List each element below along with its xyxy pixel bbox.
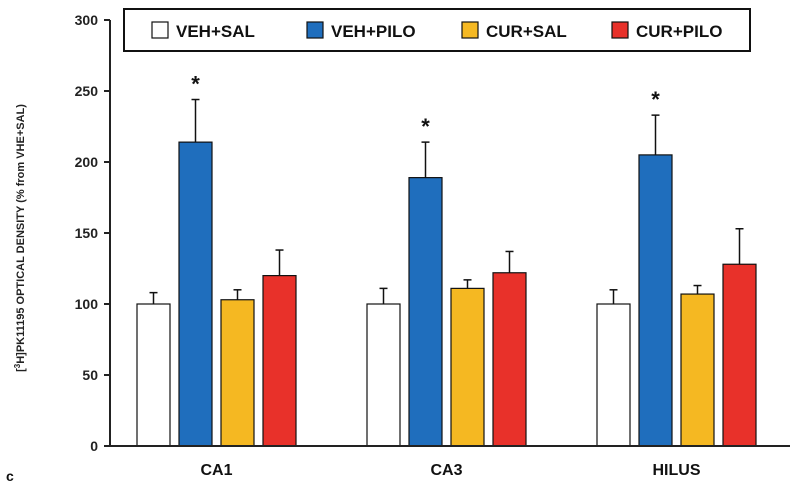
legend-label: CUR+PILO (636, 22, 722, 41)
y-tick-label: 150 (75, 225, 99, 241)
category-label: CA1 (200, 462, 232, 479)
bar (450, 287, 485, 447)
legend-label: VEH+PILO (331, 22, 416, 41)
bar (680, 293, 715, 447)
bar (262, 275, 297, 447)
y-tick-label: 250 (75, 83, 99, 99)
bar (722, 263, 757, 447)
bar (220, 299, 255, 447)
y-axis-ticks: 0 50 100 150 200 250 300 (75, 12, 110, 454)
legend: VEH+SAL VEH+PILO CUR+SAL CUR+PILO (123, 8, 751, 52)
category-label: CA3 (430, 462, 462, 479)
legend-box (123, 8, 751, 52)
category-label: HILUS (653, 462, 701, 479)
bar (366, 303, 401, 447)
bar (596, 303, 631, 447)
legend-label: CUR+SAL (486, 22, 567, 41)
error-bars (149, 98, 744, 304)
panel-letter: c (6, 468, 14, 484)
y-tick-label: 0 (90, 438, 98, 454)
significance-marker: * (421, 114, 430, 139)
legend-swatch (461, 21, 479, 39)
legend-swatch (151, 21, 169, 39)
y-axis-label: [3H]PK11195 OPTICAL DENSITY (% from VHE+… (13, 104, 27, 372)
bar (638, 154, 673, 447)
bar (136, 303, 171, 447)
y-tick-label: 50 (82, 367, 98, 383)
legend-label: VEH+SAL (176, 22, 255, 41)
x-axis-categories: CA1 CA3 HILUS (200, 462, 700, 479)
legend-swatch (611, 21, 629, 39)
bar (408, 177, 443, 447)
bar (492, 272, 527, 447)
annotations: * * * (191, 72, 660, 140)
bar (178, 141, 213, 447)
y-tick-label: 200 (75, 154, 99, 170)
y-tick-label: 100 (75, 296, 99, 312)
bars (136, 141, 757, 447)
legend-swatch (306, 21, 324, 39)
significance-marker: * (191, 72, 200, 97)
y-tick-label: 300 (75, 12, 99, 28)
significance-marker: * (651, 87, 660, 112)
